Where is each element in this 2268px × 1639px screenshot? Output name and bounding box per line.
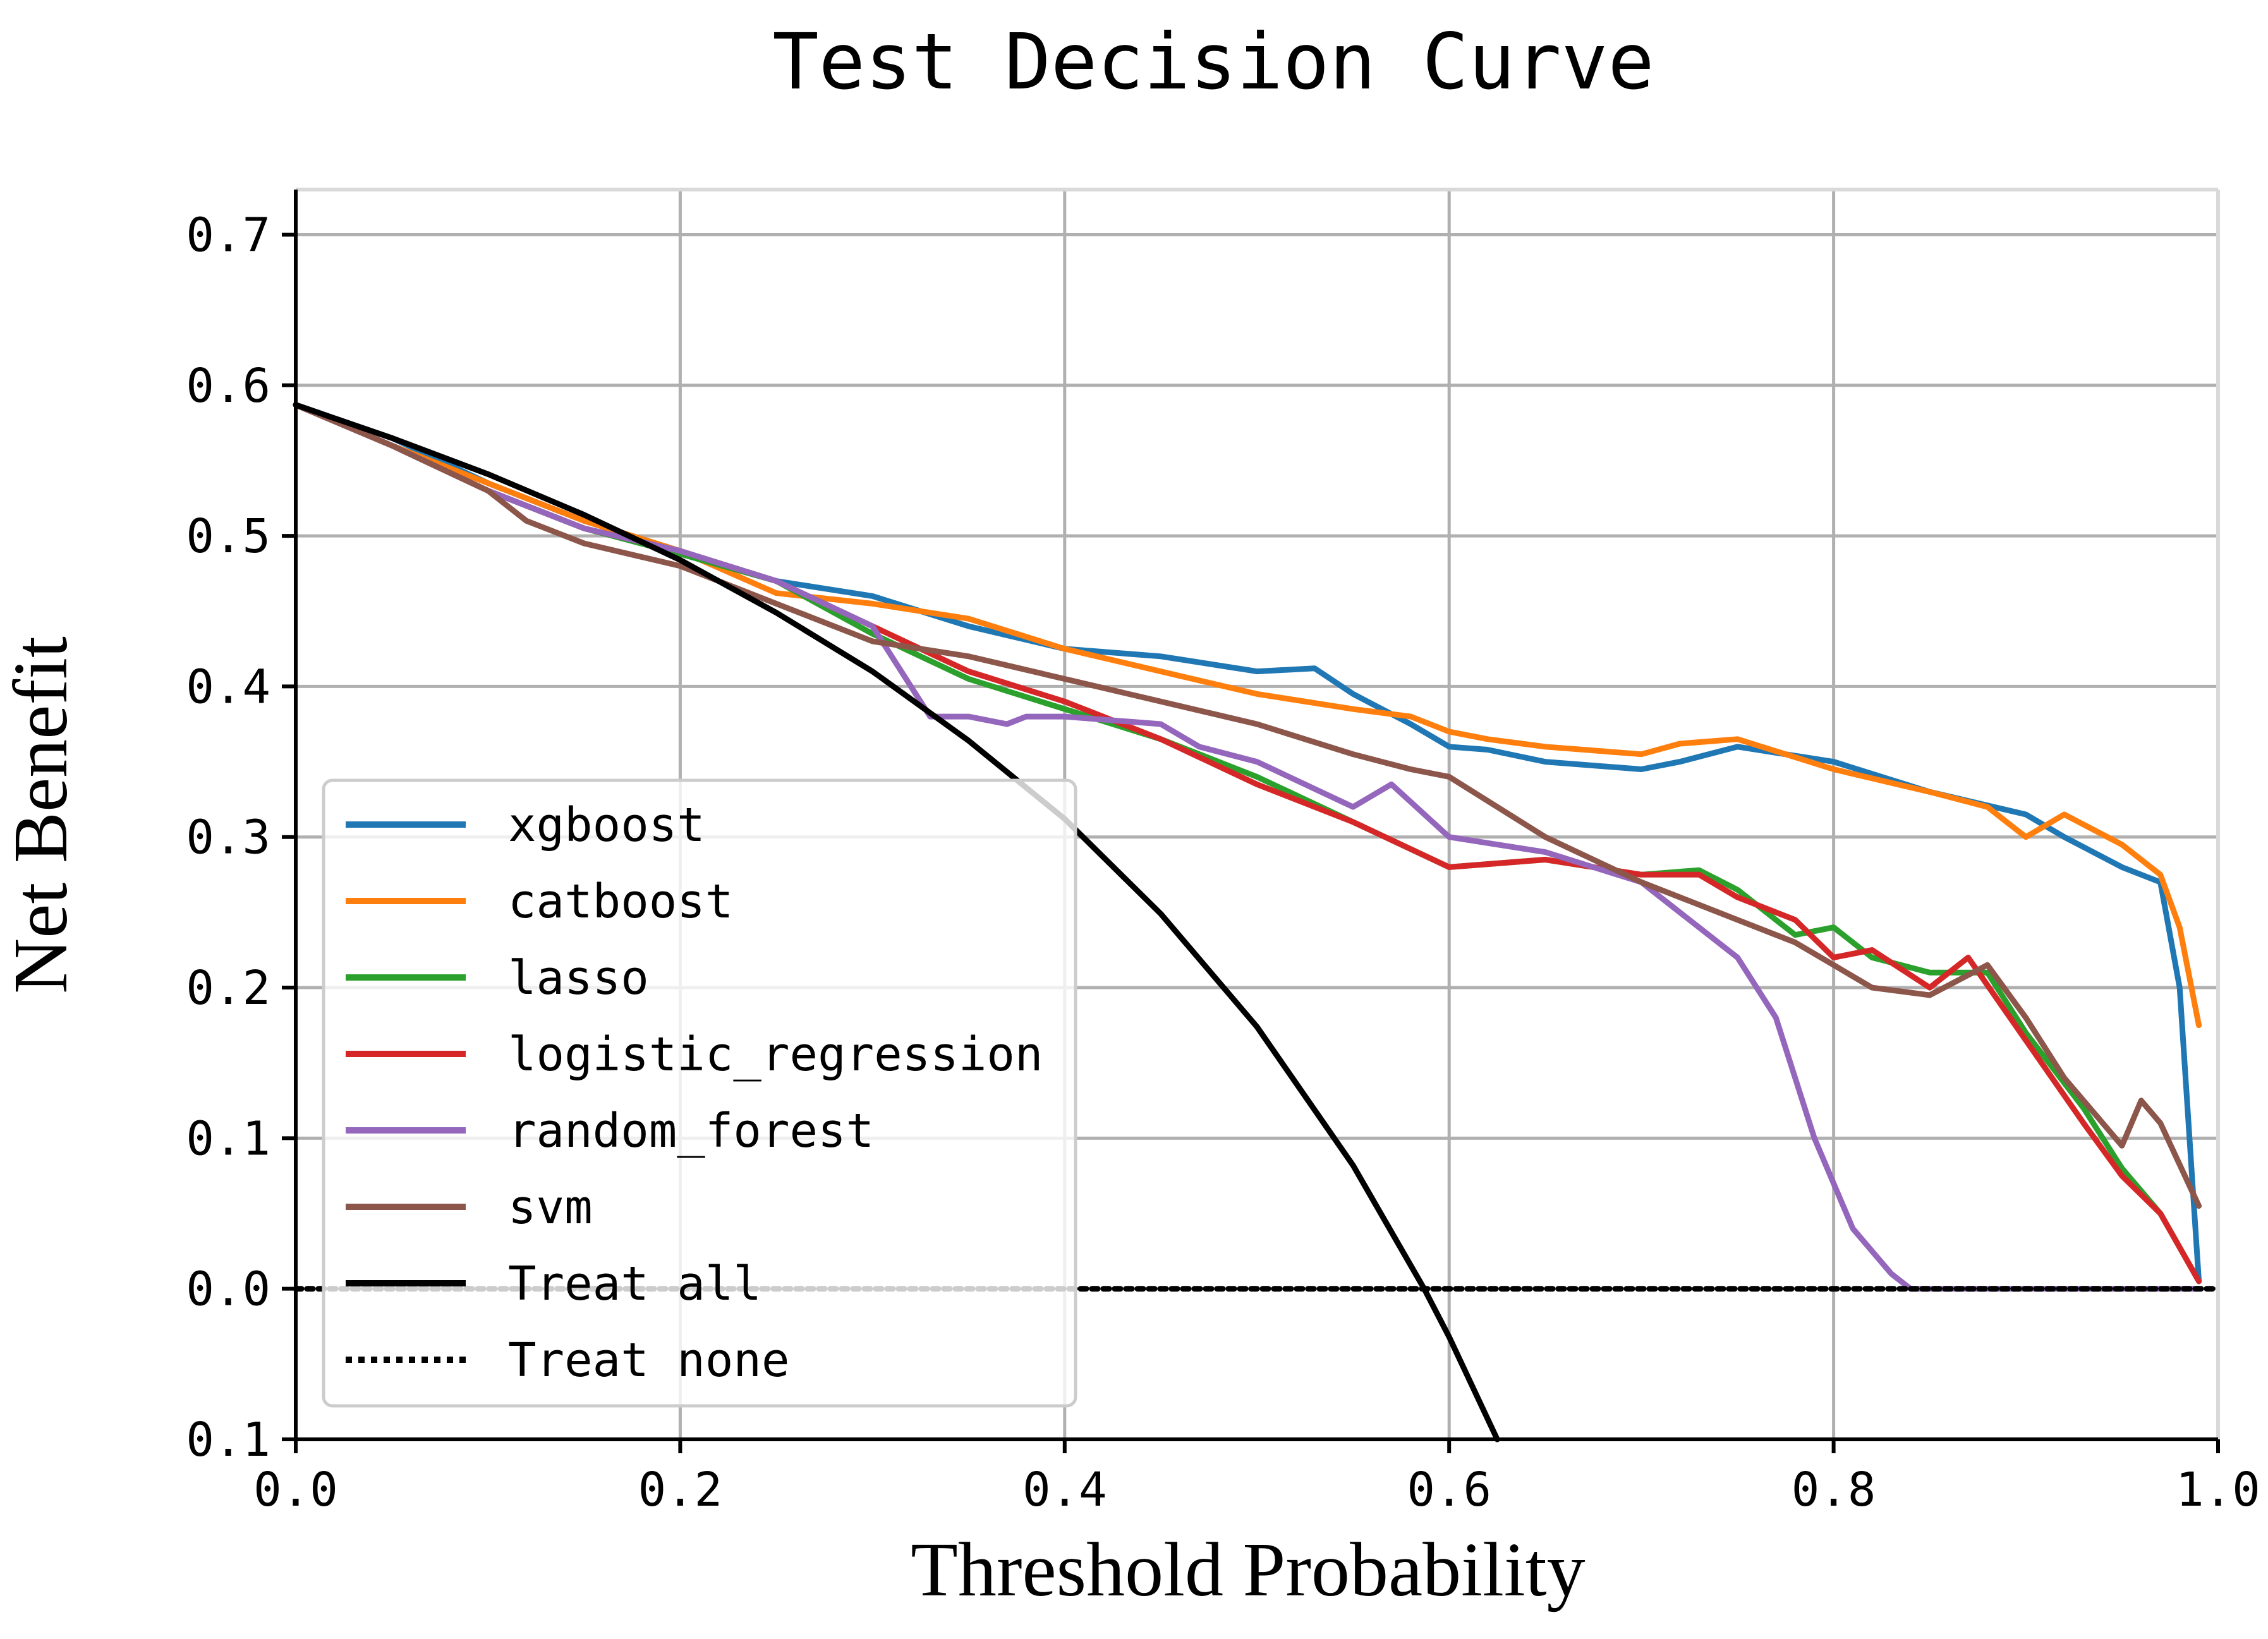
legend-label-lasso: lasso [508,951,649,1005]
legend-box [322,778,1077,1408]
series-line-svm [293,402,2202,1209]
tick-labels: 0.0 0.2 0.4 0.6 0.8 1.00.10.00.10.20.30.40.50… [186,208,2260,1517]
plot-series [293,402,2221,1442]
legend-label-svm: svm [508,1180,593,1235]
y-tick-label: 0.5 [186,509,270,564]
legend-label-treat-none: Treat none [508,1333,790,1388]
y-tick-label: 0.7 [186,208,270,262]
x-tick-label: 0.4 [1022,1463,1107,1517]
x-tick-label: 0.0 [253,1463,338,1517]
series-line-catboost [293,402,2202,1029]
x-tick-label: 0.8 [1792,1463,1876,1517]
legend-label-xgboost: xgboost [508,798,705,852]
y-tick-label: 0.1 [186,1413,270,1467]
y-tick-label: 0.0 [186,1262,270,1317]
x-tick-label: 1.0 [2176,1463,2260,1517]
series-line-random-forest [293,402,2202,1292]
y-tick-label: 0.6 [186,359,270,413]
y-tick-label: 0.3 [186,811,270,865]
y-tick-label: 0.2 [186,961,270,1015]
y-tick-label: 0.4 [186,660,270,714]
legend-label-random-forest: random_forest [508,1104,874,1158]
axes-frame [282,188,2220,1453]
legend-label-catboost: catboost [508,874,733,929]
legend: xgboost catboost lasso logistic_regressionr… [322,778,1077,1408]
legend-label-treat-all: Treat all [508,1257,761,1311]
series-line-treat-all [293,402,1500,1442]
x-tick-label: 0.6 [1407,1463,1491,1517]
chart-title: Test Decision Curve [772,17,1654,107]
y-tick-label: 0.1 [186,1111,270,1166]
x-tick-label: 0.2 [638,1463,723,1517]
x-axis-label: Threshold Probability [911,1527,1585,1612]
legend-label-logistic-regression: logistic_regression [508,1027,1043,1082]
y-axis-label: Net Benefit [0,636,83,994]
